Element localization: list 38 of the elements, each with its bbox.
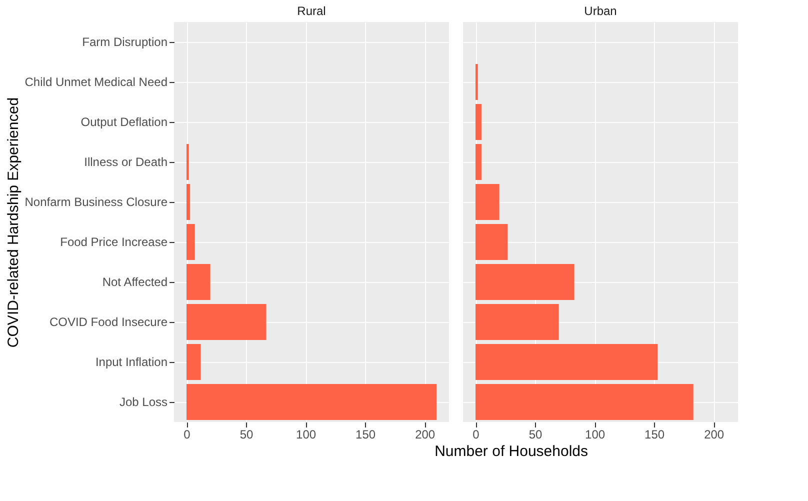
bar <box>476 144 482 180</box>
bar <box>476 184 500 220</box>
x-tick-label: 100 <box>296 428 316 442</box>
x-axis-title: Number of Households <box>434 443 588 460</box>
y-tick-label: Job Loss <box>119 395 168 409</box>
x-tick-label: 150 <box>356 428 376 442</box>
y-tick-label: Child Unmet Medical Need <box>24 75 168 89</box>
y-tick-label: Not Affected <box>102 275 168 289</box>
y-tick-label: Farm Disruption <box>82 35 168 49</box>
bar <box>476 344 658 380</box>
x-tick-label: 100 <box>585 428 606 442</box>
chart-title: Urban <box>584 4 617 18</box>
bar <box>476 264 574 300</box>
bar <box>476 304 559 340</box>
y-tick-label: Output Deflation <box>80 115 168 129</box>
bar <box>476 224 508 260</box>
bar <box>186 264 210 300</box>
y-tick-label: Illness or Death <box>84 155 168 169</box>
y-tick-label: COVID Food Insecure <box>49 315 168 329</box>
y-tick-label: Input Inflation <box>95 355 168 369</box>
x-tick-label: 50 <box>240 428 254 442</box>
bar <box>186 304 266 340</box>
bar <box>186 344 201 380</box>
bar <box>476 104 482 140</box>
y-tick-label: Food Price Increase <box>60 235 168 249</box>
bar <box>476 384 694 420</box>
x-tick-label: 150 <box>644 428 665 442</box>
x-tick-label: 200 <box>415 428 436 442</box>
x-tick-label: 0 <box>472 428 480 442</box>
bar <box>186 184 190 220</box>
x-tick-label: 0 <box>184 428 191 442</box>
x-tick-label: 200 <box>704 428 724 442</box>
y-tick-label: Nonfarm Business Closure <box>24 195 168 209</box>
bar <box>186 384 436 420</box>
chart-title: Rural <box>297 4 326 18</box>
x-tick-label: 50 <box>528 428 543 442</box>
y-axis-title: COVID-related Hardship Experienced <box>4 97 22 348</box>
bar <box>186 224 195 260</box>
